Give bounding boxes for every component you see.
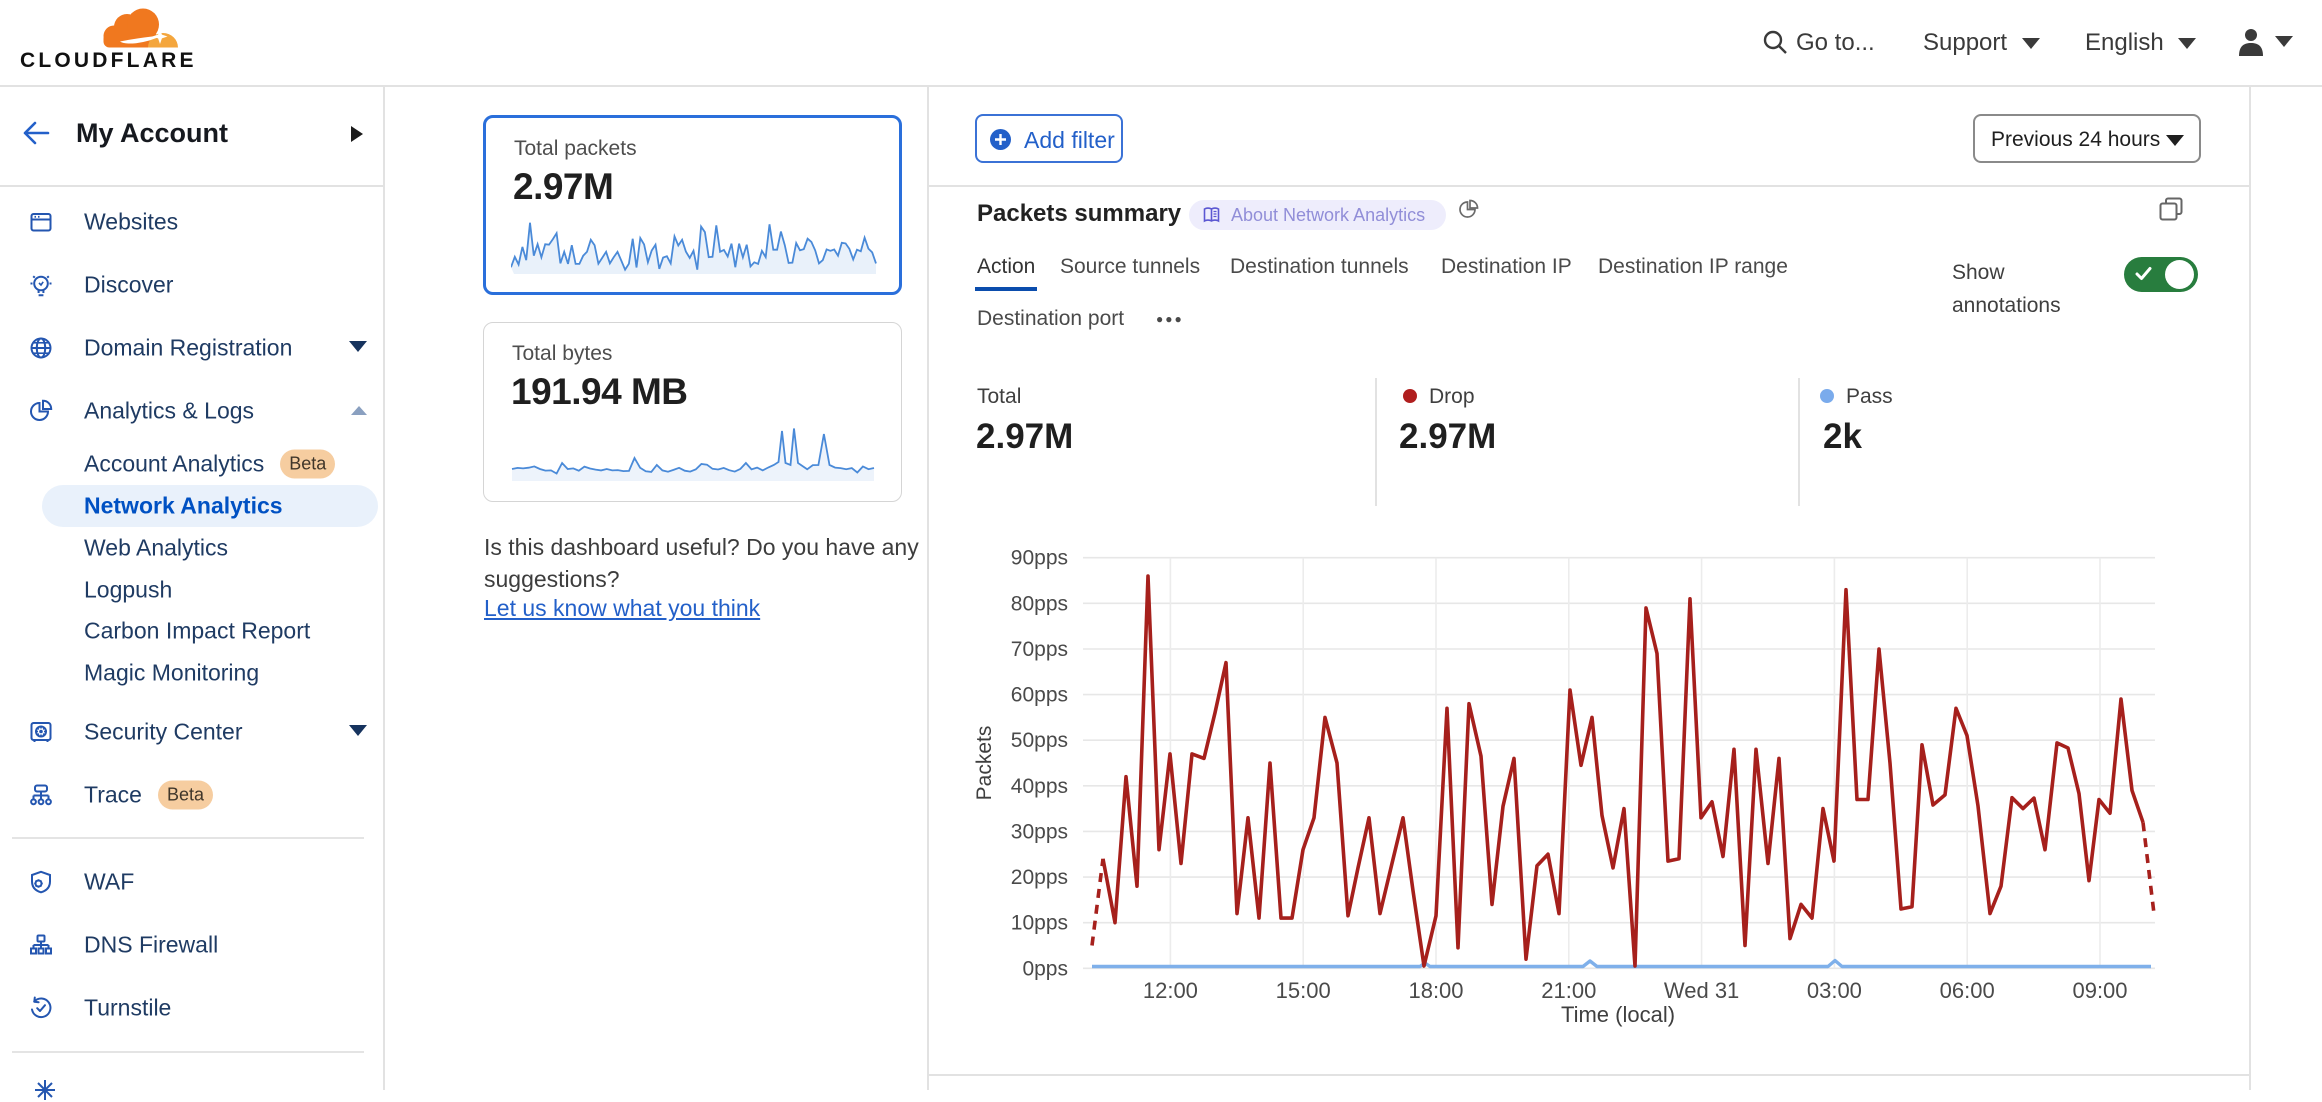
svg-text:20pps: 20pps [1011,866,1068,889]
svg-text:15:00: 15:00 [1276,978,1331,1003]
svg-text:30pps: 30pps [1011,820,1068,843]
svg-text:40pps: 40pps [1011,775,1068,798]
svg-text:Wed 31: Wed 31 [1664,978,1739,1003]
svg-text:70pps: 70pps [1011,638,1068,661]
svg-text:Time (local): Time (local) [1561,1002,1675,1027]
svg-text:90pps: 90pps [1011,547,1068,570]
svg-text:0pps: 0pps [1022,957,1068,980]
svg-text:12:00: 12:00 [1143,978,1198,1003]
svg-text:21:00: 21:00 [1541,978,1596,1003]
svg-text:03:00: 03:00 [1807,978,1862,1003]
svg-text:80pps: 80pps [1011,592,1068,615]
svg-text:18:00: 18:00 [1408,978,1463,1003]
svg-text:06:00: 06:00 [1940,978,1995,1003]
svg-text:09:00: 09:00 [2072,978,2127,1003]
svg-text:Packets: Packets [973,726,996,801]
svg-text:50pps: 50pps [1011,729,1068,752]
svg-text:60pps: 60pps [1011,684,1068,707]
svg-text:10pps: 10pps [1011,912,1068,935]
